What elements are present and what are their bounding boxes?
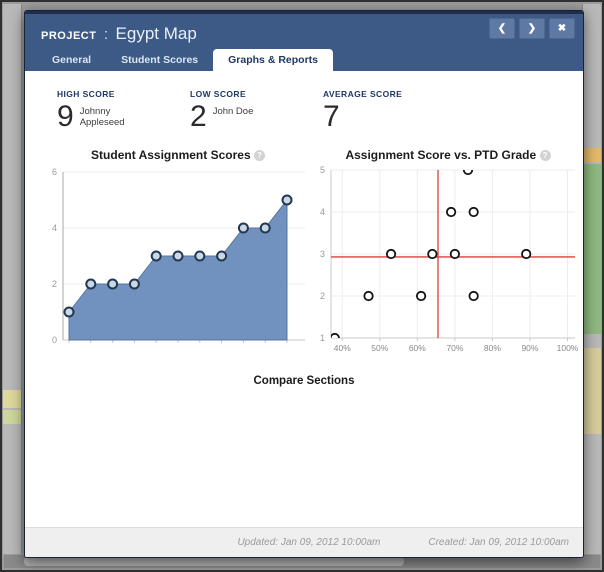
svg-text:100%: 100% xyxy=(557,343,579,353)
data-point xyxy=(363,290,374,302)
scatter-chart-container: Assignment Score vs. PTD Grade ? 1 2 3 4 5 40… xyxy=(313,148,583,359)
close-icon: ✖ xyxy=(557,22,567,34)
stat-value: 9 xyxy=(57,100,74,133)
data-point xyxy=(216,250,228,262)
created-timestamp: Created: Jan 09, 2012 10:00am xyxy=(428,537,569,548)
close-button[interactable]: ✖ xyxy=(549,18,575,39)
backdrop-left-sliver xyxy=(3,4,22,554)
updated-timestamp: Updated: Jan 09, 2012 10:00am xyxy=(237,537,381,548)
data-point xyxy=(521,248,532,260)
modal-footer: Updated: Jan 09, 2012 10:00am Created: J… xyxy=(25,527,583,557)
svg-text:80%: 80% xyxy=(484,343,501,353)
backdrop-row-highlight xyxy=(583,348,601,434)
scatter-chart-svg[interactable]: 1 2 3 4 5 40% 50% 60% 70% 80% 90% 100% xyxy=(313,164,583,354)
data-point xyxy=(107,278,119,290)
modal-title: PROJECT : Egypt Map xyxy=(25,14,583,44)
data-point xyxy=(462,170,474,176)
stats-row: HIGH SCORE 9 Johnny Appleseed LOW SCORE … xyxy=(25,71,583,132)
stat-student-name: John Doe xyxy=(212,106,254,117)
modal-header: PROJECT : Egypt Map ❮ ❯ ✖ General Studen… xyxy=(25,11,583,71)
tab-student-scores[interactable]: Student Scores xyxy=(121,54,199,66)
svg-text:70%: 70% xyxy=(446,343,463,353)
data-point xyxy=(449,248,460,260)
title-separator: : xyxy=(103,26,109,43)
svg-text:2: 2 xyxy=(52,279,57,289)
data-point xyxy=(128,278,140,290)
backdrop-row-highlight xyxy=(583,164,601,334)
tab-general[interactable]: General xyxy=(52,54,92,66)
stat-label: HIGH SCORE xyxy=(57,89,115,99)
stat-low-score: LOW SCORE 2 John Doe xyxy=(190,89,285,132)
project-label: PROJECT xyxy=(41,30,97,42)
data-point xyxy=(172,250,184,262)
svg-text:40%: 40% xyxy=(334,343,351,353)
project-modal: PROJECT : Egypt Map ❮ ❯ ✖ General Studen… xyxy=(24,10,584,558)
svg-text:3: 3 xyxy=(320,249,325,259)
stat-average-score: AVERAGE SCORE 7 xyxy=(323,89,418,132)
data-point xyxy=(427,248,438,260)
area-chart-container: Student Assignment Scores ? 0 2 4 6 xyxy=(43,148,313,359)
backdrop-row-highlight xyxy=(583,148,601,162)
svg-text:6: 6 xyxy=(52,167,57,177)
data-point xyxy=(468,206,479,218)
project-title: Egypt Map xyxy=(115,24,197,43)
data-point xyxy=(150,250,162,262)
tab-graphs-reports[interactable]: Graphs & Reports xyxy=(213,49,333,71)
data-point xyxy=(331,332,340,338)
modal-body: HIGH SCORE 9 Johnny Appleseed LOW SCORE … xyxy=(25,71,583,527)
help-icon[interactable]: ? xyxy=(539,150,551,161)
svg-text:90%: 90% xyxy=(521,343,538,353)
svg-text:50%: 50% xyxy=(371,343,388,353)
prev-button[interactable]: ❮ xyxy=(489,18,515,39)
stat-label: LOW SCORE xyxy=(190,89,247,99)
area-chart-title: Student Assignment Scores ? xyxy=(43,148,313,162)
scatter-chart-title: Assignment Score vs. PTD Grade ? xyxy=(313,148,583,162)
svg-text:4: 4 xyxy=(52,223,57,233)
svg-text:4: 4 xyxy=(320,207,325,217)
area-chart-svg[interactable]: 0 2 4 6 xyxy=(43,164,313,354)
svg-text:1: 1 xyxy=(320,333,325,343)
header-buttons: ❮ ❯ ✖ xyxy=(489,18,575,39)
stat-value: 2 xyxy=(190,100,207,133)
svg-text:5: 5 xyxy=(320,165,325,175)
svg-text:0: 0 xyxy=(52,335,57,345)
charts-row: Student Assignment Scores ? 0 2 4 6 Assignm… xyxy=(25,132,583,359)
data-point xyxy=(281,194,293,206)
backdrop-right-sliver xyxy=(582,4,601,554)
svg-text:60%: 60% xyxy=(409,343,426,353)
stat-value: 7 xyxy=(323,100,340,133)
data-point xyxy=(446,206,457,218)
data-point xyxy=(259,222,271,234)
data-point xyxy=(237,222,249,234)
scrollbar-thumb[interactable] xyxy=(24,557,404,566)
help-icon[interactable]: ? xyxy=(253,150,265,161)
compare-sections-heading: Compare Sections xyxy=(253,375,355,387)
data-point xyxy=(385,248,397,260)
backdrop-row-highlight xyxy=(3,390,21,408)
stat-label: AVERAGE SCORE xyxy=(323,89,403,99)
chevron-left-icon: ❮ xyxy=(497,22,507,34)
chevron-right-icon: ❯ xyxy=(527,22,537,34)
data-point xyxy=(468,290,479,302)
data-point xyxy=(85,278,97,290)
data-point xyxy=(415,290,427,302)
backdrop-row-highlight xyxy=(3,410,21,424)
stat-high-score: HIGH SCORE 9 Johnny Appleseed xyxy=(57,89,152,132)
svg-text:2: 2 xyxy=(320,291,325,301)
data-point xyxy=(63,306,75,318)
stat-student-name: Johnny Appleseed xyxy=(79,106,125,129)
tab-bar: General Student Scores Graphs & Reports xyxy=(37,49,333,71)
data-point xyxy=(194,250,206,262)
horizontal-scrollbar[interactable] xyxy=(4,555,600,568)
next-button[interactable]: ❯ xyxy=(519,18,545,39)
